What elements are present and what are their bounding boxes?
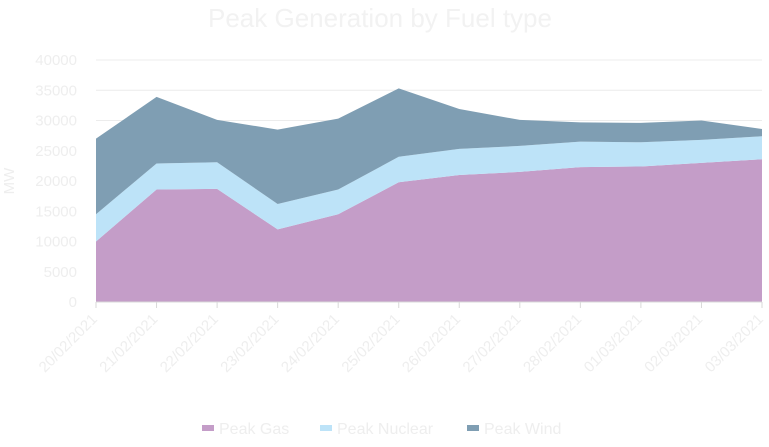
y-tick-label: 35000 — [35, 82, 77, 99]
legend: Peak Gas Peak Nuclear Peak Wind — [202, 421, 561, 438]
y-tick-label: 25000 — [35, 143, 77, 160]
legend-swatch — [467, 425, 479, 431]
x-tick-label: 02/03/2021 — [641, 311, 706, 376]
plot-area — [96, 88, 762, 302]
y-tick-label: 5000 — [44, 264, 77, 281]
y-tick-label: 30000 — [35, 113, 77, 130]
legend-label: Peak Gas — [219, 421, 289, 438]
x-tick-label: 27/02/2021 — [460, 311, 525, 376]
chart-title: Peak Generation by Fuel type — [208, 3, 552, 33]
area-series-peak-wind — [96, 88, 762, 215]
area-series-peak-nuclear — [96, 136, 762, 242]
x-tick-label: 22/02/2021 — [157, 311, 222, 376]
y-tick-label: 20000 — [35, 173, 77, 190]
legend-label: Peak Nuclear — [337, 421, 434, 438]
legend-label: Peak Wind — [484, 421, 561, 438]
x-tick-label: 01/03/2021 — [581, 311, 646, 376]
y-tick-label: 40000 — [35, 52, 77, 69]
x-tick-label: 03/03/2021 — [702, 311, 767, 376]
y-tick-label: 10000 — [35, 234, 77, 251]
x-tick-label: 24/02/2021 — [278, 311, 343, 376]
x-tick-label: 26/02/2021 — [399, 311, 464, 376]
area-series-peak-gas — [96, 159, 762, 302]
x-tick-label: 23/02/2021 — [217, 311, 282, 376]
legend-swatch — [320, 425, 332, 431]
x-tick-label: 21/02/2021 — [96, 311, 161, 376]
x-tick-label: 25/02/2021 — [338, 311, 403, 376]
y-axis-label: MW — [1, 167, 18, 194]
y-tick-label: 0 — [69, 294, 77, 311]
y-tick-label: 15000 — [35, 203, 77, 220]
x-tick-label: 28/02/2021 — [520, 311, 585, 376]
x-tick-label: 20/02/2021 — [36, 311, 101, 376]
legend-swatch — [202, 425, 214, 431]
